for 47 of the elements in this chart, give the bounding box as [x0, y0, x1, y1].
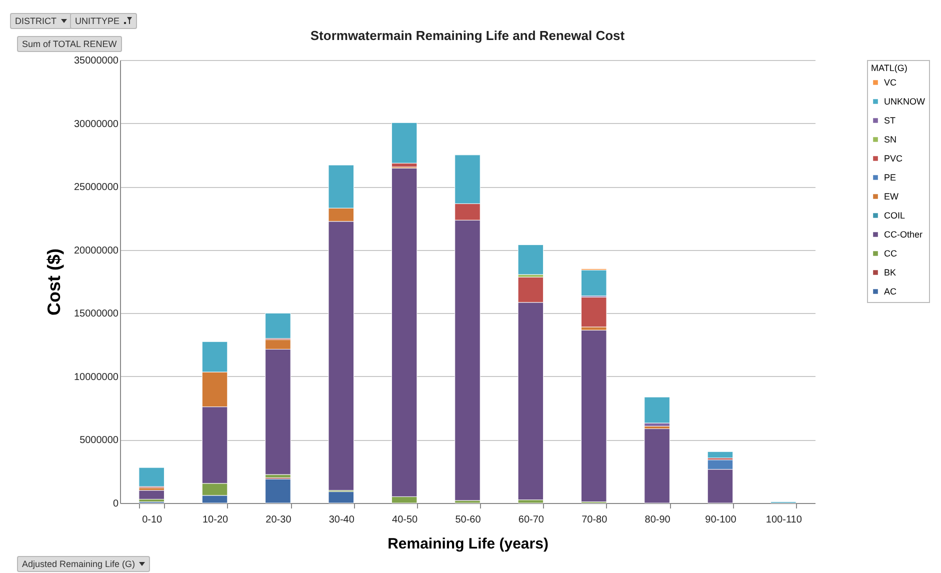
x-tick-label: 80-90 — [644, 514, 671, 526]
bar — [644, 396, 670, 424]
text: UNITTYPE — [75, 16, 120, 26]
y-tick-label: 15000000 — [74, 308, 119, 320]
bar — [391, 122, 418, 164]
legend-label: AC — [884, 286, 898, 296]
y-axis-title: Cost ($) — [44, 248, 64, 316]
y-tick-label: 0 — [112, 498, 119, 510]
y-tick-label: 30000000 — [74, 118, 119, 130]
legend-title: MATL(G) — [871, 63, 908, 73]
x-tick-label: 60-70 — [518, 514, 544, 526]
text: DISTRICT — [15, 16, 56, 26]
chart-title: Stormwatermain Remaining Life and Renewal Cost — [310, 28, 626, 43]
legend-label: PE — [884, 172, 896, 182]
text: Sum of TOTAL RENEW — [22, 39, 117, 49]
bar — [580, 330, 607, 502]
bar — [265, 478, 291, 504]
legend-label: PVC — [884, 154, 904, 164]
legend-label: UNKNOW — [884, 96, 926, 106]
y-tick-label: 35000000 — [74, 56, 119, 66]
bar — [138, 490, 164, 500]
legend-label: EW — [884, 192, 900, 202]
x-axis-title: Remaining Life (years) — [388, 536, 548, 552]
bar — [138, 467, 164, 487]
x-tick-label: 30-40 — [328, 514, 355, 526]
bar — [518, 244, 544, 275]
legend-label: BK — [884, 268, 896, 278]
x-tick-label: 100-110 — [766, 514, 802, 526]
x-tick-label: 50-60 — [455, 514, 482, 526]
legend-label: VC — [884, 78, 898, 88]
y-tick-label: 10000000 — [74, 372, 119, 383]
bar — [644, 428, 670, 504]
text: Adjusted Remaining Life (G) — [22, 559, 136, 569]
legend-label: SN — [884, 134, 897, 144]
x-tick-label: 20-30 — [266, 514, 292, 526]
x-tick-label: 0-10 — [142, 514, 163, 526]
legend-label: CC-Other — [884, 230, 923, 240]
y-tick-label: 20000000 — [74, 245, 119, 256]
x-tick-label: 90-100 — [705, 514, 737, 526]
y-tick-label: 25000000 — [74, 182, 119, 194]
legend-label: ST — [884, 116, 896, 126]
legend-label: CC — [884, 248, 898, 258]
y-tick-label: 5000000 — [80, 435, 119, 446]
x-tick-label: 70-80 — [582, 514, 608, 526]
x-tick-label: 40-50 — [392, 514, 418, 526]
legend-label: COIL — [884, 210, 906, 220]
x-tick-label: 10-20 — [202, 514, 228, 526]
